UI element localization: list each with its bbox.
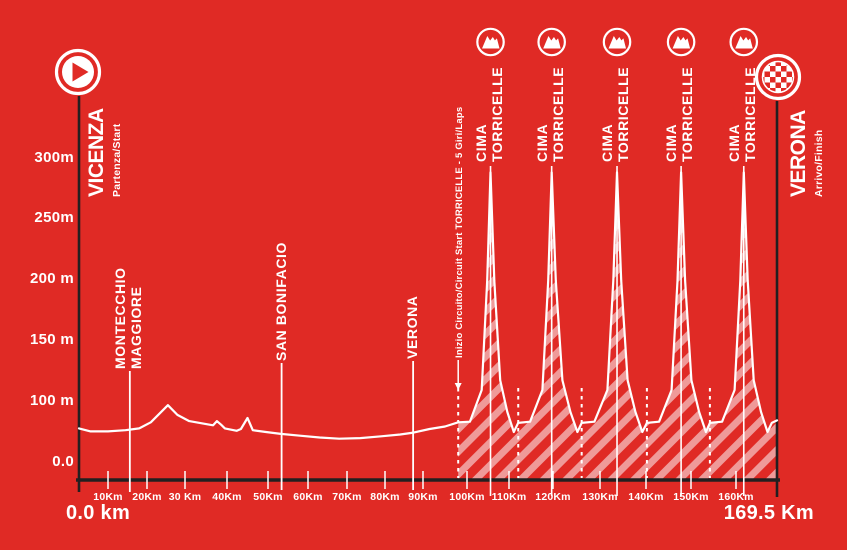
place-label: SAN BONIFACIO — [272, 241, 289, 361]
mountain-icon — [602, 27, 632, 57]
distance-start-label: 0.0 km — [66, 502, 131, 524]
place-label: VERONA — [404, 295, 421, 360]
circuit-note: Inizio Circuito/Circuit Start TORRICELLE… — [454, 106, 465, 358]
place-label: MONTECCHIO MAGGIORE — [111, 267, 144, 369]
x-tick-label: 30 Km — [168, 491, 202, 503]
y-tick-label: 100 m — [29, 391, 74, 409]
x-tick-label: 110Km — [491, 491, 527, 503]
x-tick-label: 80Km — [370, 491, 400, 503]
start-city-name: VICENZA — [85, 108, 108, 197]
x-tick-label: 20Km — [132, 491, 162, 503]
mountain-icon — [537, 27, 566, 57]
x-tick-label: 40Km — [212, 491, 242, 503]
y-tick-label: 250m — [34, 209, 74, 227]
mountain-icon — [476, 27, 505, 57]
summit-label: CIMA TORRICELLE — [533, 66, 566, 162]
play-icon — [54, 48, 102, 96]
distance-total-label: 169.5 Km — [723, 502, 814, 524]
x-tick-label: 100Km — [449, 491, 485, 503]
x-tick-label: 10Km — [93, 491, 123, 503]
start-city-label: VICENZA Partenza/Start — [84, 108, 124, 197]
x-tick-label: 140Km — [628, 491, 664, 503]
mountain-icon — [729, 27, 759, 57]
x-tick-label: 60Km — [293, 491, 323, 503]
x-tick-label: 50Km — [253, 491, 283, 503]
finish-city-subtitle: Arrivo/Finish — [813, 129, 825, 197]
finish-city-label: VERONA Arrivo/Finish — [786, 110, 826, 197]
x-tick-label: 160Km — [718, 491, 754, 503]
mountain-icon — [666, 27, 696, 57]
summit-label: CIMA TORRICELLE — [663, 66, 695, 162]
start-city-subtitle: Partenza/Start — [111, 123, 123, 197]
y-tick-label: 200 m — [29, 270, 74, 288]
elevation-profile-line — [77, 171, 779, 440]
checkered-flag-icon — [754, 53, 802, 101]
summit-label: CIMA TORRICELLE — [725, 66, 758, 162]
x-tick-label: 90Km — [408, 491, 438, 503]
y-tick-label: 0.0 — [52, 452, 74, 470]
x-tick-label: 130Km — [582, 491, 618, 503]
summit-label: CIMA TORRICELLE — [599, 66, 631, 162]
summit-label: CIMA TORRICELLE — [472, 66, 505, 162]
x-tick-label: 70Km — [332, 491, 362, 503]
circuit-note-arrowhead — [454, 383, 462, 390]
x-tick-label: 150Km — [673, 491, 709, 503]
finish-city-name: VERONA — [787, 110, 810, 197]
x-tick-label: 120Km — [535, 491, 571, 503]
y-tick-label: 150 m — [29, 330, 74, 348]
y-tick-label: 300m — [34, 148, 74, 166]
